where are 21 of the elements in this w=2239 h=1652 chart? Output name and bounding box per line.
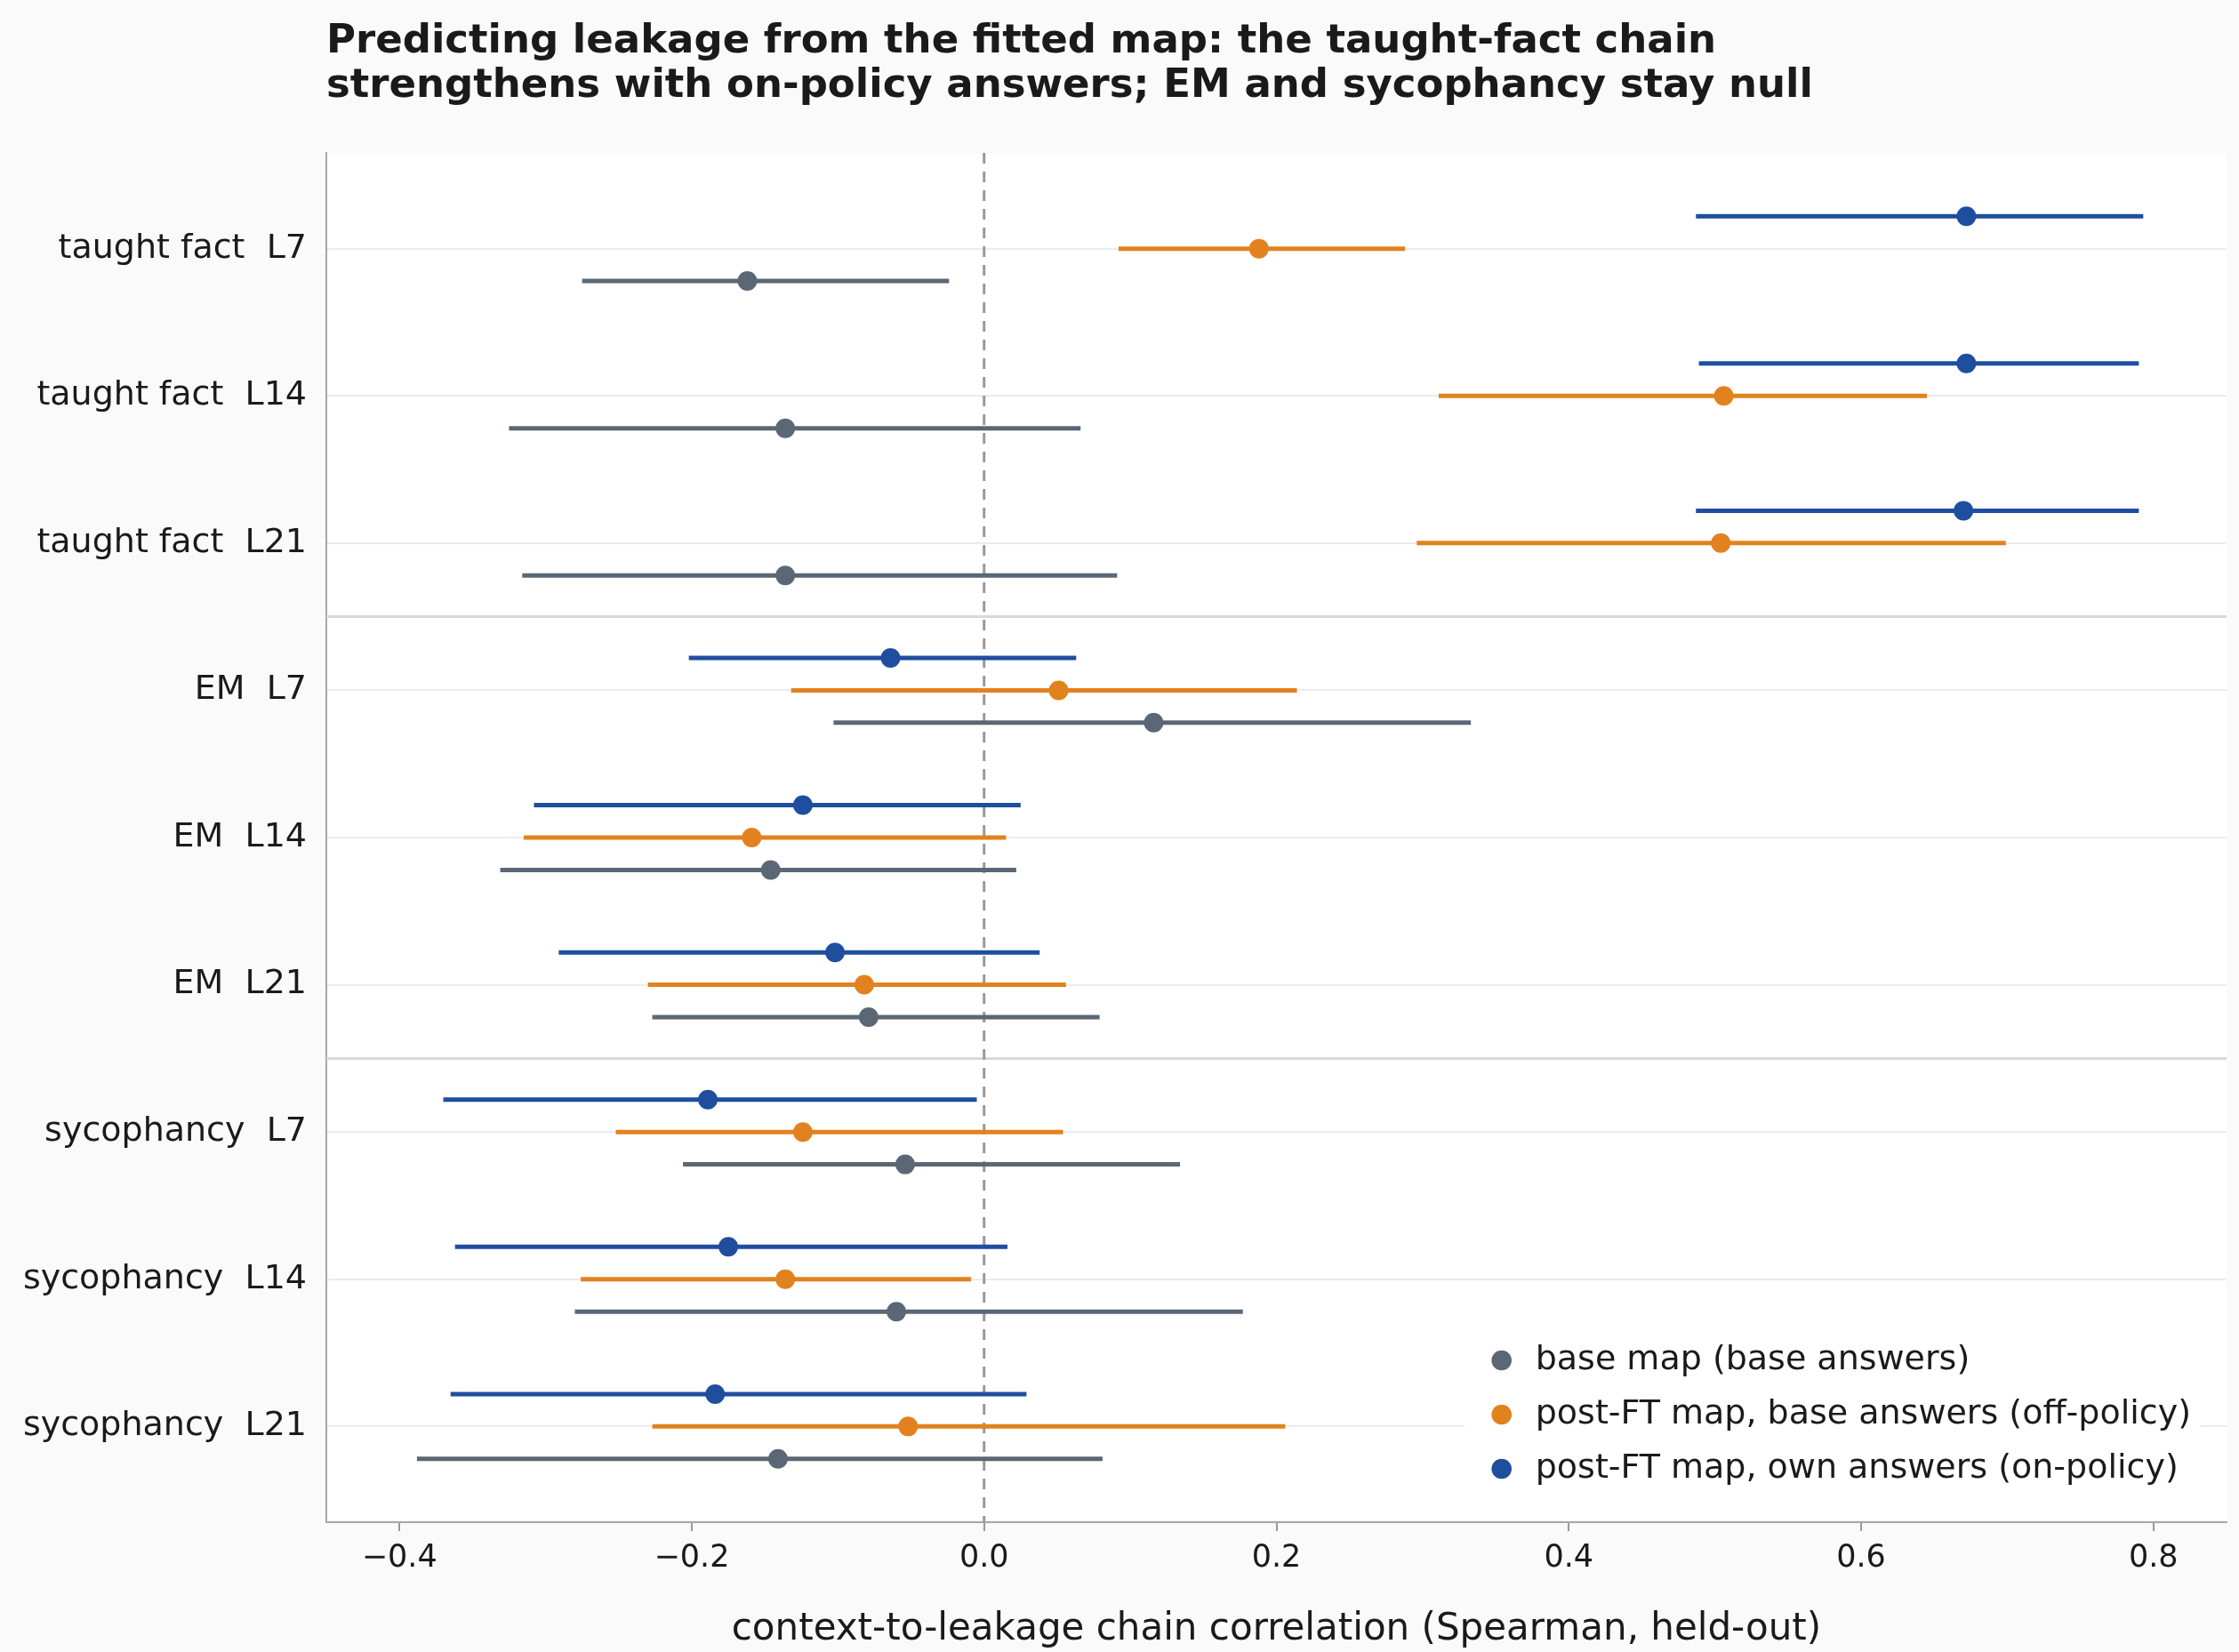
x-axis-title: context-to-leakage chain correlation (Spearman, held-out) [731,1604,1822,1648]
x-tick-label: 0.4 [1544,1538,1594,1575]
legend-label: post-FT map, base answers (off-policy) [1535,1391,2192,1431]
x-tick-label: 0.6 [1836,1538,1886,1575]
y-tick-label: sycophancy L21 [22,1404,307,1444]
chart-title: Predicting leakage from the fitted map: the taught-fact chain strengthens with on-policy answers; EM and sycophancy stay null [326,15,1813,107]
x-tick-label: −0.2 [654,1538,730,1575]
x-tick-label: 0.2 [1251,1538,1302,1575]
x-tick-label: −0.4 [361,1538,437,1575]
y-tick-label: EM L14 [173,814,307,854]
legend-label: post-FT map, own answers (on-policy) [1535,1446,2179,1486]
y-tick-label: EM L21 [173,962,307,1002]
y-tick-label: taught fact L7 [58,226,307,266]
y-tick-label: sycophancy L14 [22,1256,307,1296]
y-tick-label: taught fact L21 [36,520,307,560]
x-tick-label: 0.0 [959,1538,1009,1575]
y-tick-label: sycophancy L7 [44,1110,307,1150]
y-tick-label: taught fact L14 [36,373,307,413]
x-tick-label: 0.8 [2128,1538,2179,1575]
legend-label: base map (base answers) [1535,1337,1970,1377]
y-tick-label: EM L7 [194,668,307,708]
